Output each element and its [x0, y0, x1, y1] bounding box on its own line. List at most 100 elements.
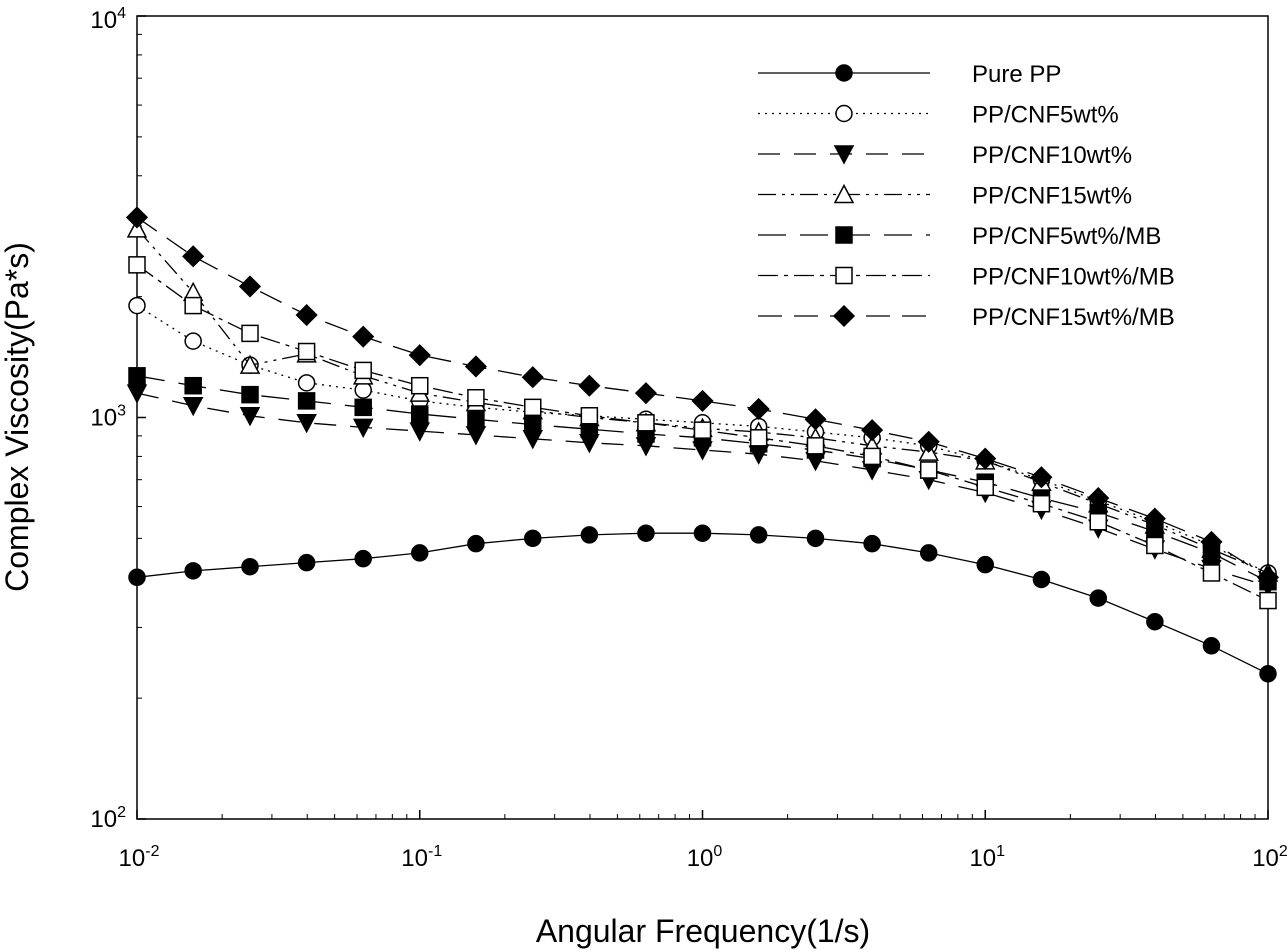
- series-6-point: [241, 324, 259, 343]
- series-6-point: [128, 256, 146, 274]
- series-7-point: [295, 303, 318, 327]
- series-7-point: [1143, 507, 1166, 530]
- series-1-point: [467, 534, 485, 553]
- legend-entry: PP/CNF5wt%: [758, 102, 1119, 129]
- x-tick-label: 100: [687, 843, 723, 872]
- series-1-point: [241, 557, 259, 576]
- series-7-point: [521, 366, 544, 389]
- series-7-point: [1087, 487, 1110, 510]
- legend-entry: PP/CNF15wt%: [758, 183, 1132, 210]
- series-3-point: [126, 384, 148, 404]
- series-1-point: [297, 553, 316, 572]
- series-1-point: [806, 529, 825, 548]
- y-tick-label: 103: [90, 403, 126, 432]
- series-1-point: [919, 544, 938, 562]
- series-1-point: [580, 526, 599, 544]
- series-3-point: [465, 426, 487, 446]
- legend-marker: [835, 266, 853, 285]
- series-6-point: [411, 376, 429, 395]
- series-3-point: [409, 422, 430, 442]
- legend-label: PP/CNF15wt%: [972, 183, 1132, 210]
- series-6-point: [184, 296, 202, 315]
- series-3-point: [182, 396, 204, 417]
- series-6-point: [1032, 494, 1051, 513]
- series-6-line: [136, 264, 1269, 602]
- series-7-point: [691, 389, 714, 412]
- series-6-point: [749, 429, 768, 447]
- series-7-point: [578, 374, 601, 397]
- series-5-point: [241, 385, 259, 404]
- x-tick-label: 101: [969, 843, 1005, 872]
- series-7: [125, 206, 1280, 589]
- legend-marker: [835, 226, 853, 244]
- series-5-point: [128, 367, 146, 385]
- series-5-point: [411, 405, 429, 423]
- series-1-point: [411, 544, 429, 562]
- series-1-point: [1032, 570, 1051, 589]
- y-axis-title: Complex Viscosity(Pa*s): [0, 242, 35, 592]
- series-6-point: [1089, 512, 1108, 531]
- series-1: [128, 524, 1277, 683]
- series-1-point: [693, 524, 712, 542]
- legend-label: PP/CNF10wt%: [972, 142, 1132, 169]
- legend-marker: [832, 304, 856, 328]
- legend-entry: Pure PP: [758, 61, 1061, 88]
- series-7-point: [182, 245, 205, 268]
- series-1-point: [128, 568, 146, 587]
- legend-marker: [835, 64, 853, 82]
- series-2-point: [184, 332, 202, 350]
- legend-marker: [833, 145, 855, 165]
- series-6-point: [1146, 536, 1164, 555]
- series-3-point: [296, 414, 317, 434]
- series-6-point: [354, 361, 372, 380]
- series-1-point: [863, 534, 881, 553]
- series-1-point: [184, 562, 202, 580]
- series-6-point: [863, 447, 881, 466]
- series-1-point: [1202, 637, 1221, 655]
- x-tick-label: 10-2: [119, 843, 160, 872]
- series-6-point: [467, 388, 485, 407]
- series-6: [128, 256, 1277, 610]
- series-6-point: [919, 461, 938, 479]
- series-7-line: [136, 216, 1269, 578]
- series-5-point: [467, 410, 485, 429]
- series-7-point: [861, 419, 884, 442]
- series-6-point: [637, 414, 655, 432]
- series-1-point: [1089, 589, 1108, 607]
- legend-entry: PP/CNF5wt%/MB: [758, 223, 1161, 250]
- series-3-line: [136, 392, 1269, 587]
- series-1-point: [976, 555, 994, 574]
- series-2-point: [297, 374, 316, 392]
- legend: Pure PP PP/CNF5wt% PP/CNF10wt% PP/CNF15wt% P…: [758, 61, 1175, 331]
- series-7-point: [747, 397, 770, 421]
- series-6-point: [297, 342, 316, 361]
- series-6-point: [1259, 591, 1277, 610]
- series-5-point: [354, 398, 372, 417]
- series-7-point: [974, 447, 997, 470]
- series-7-point: [917, 430, 940, 453]
- series-1-point: [1146, 612, 1164, 631]
- series-7-point: [804, 408, 827, 431]
- series-3-point: [352, 418, 374, 438]
- series-6-point: [976, 478, 994, 497]
- series-3-point: [239, 407, 261, 427]
- legend-entry: PP/CNF10wt%/MB: [758, 264, 1175, 291]
- legend-label: PP/CNF15wt%/MB: [972, 304, 1175, 331]
- series-7-point: [1256, 566, 1280, 589]
- legend-label: PP/CNF10wt%/MB: [972, 264, 1175, 291]
- legend-marker: [833, 183, 855, 204]
- x-tick-label: 10-1: [401, 843, 442, 872]
- x-tick-label: 102: [1252, 843, 1287, 872]
- legend-label: PP/CNF5wt%/MB: [972, 223, 1161, 250]
- series-5-point: [297, 392, 316, 410]
- series-1-point: [354, 549, 372, 568]
- series-1-point: [524, 529, 542, 548]
- y-axis-ticks: 102 103 104: [90, 5, 146, 833]
- series-6-point: [524, 398, 542, 417]
- y-tick-label: 102: [90, 804, 126, 833]
- series-7-point: [634, 382, 658, 405]
- series-5-point: [184, 376, 202, 395]
- x-axis-ticks: 10-2 10-1 100 101 102: [119, 810, 1287, 872]
- series-1-point: [749, 526, 768, 544]
